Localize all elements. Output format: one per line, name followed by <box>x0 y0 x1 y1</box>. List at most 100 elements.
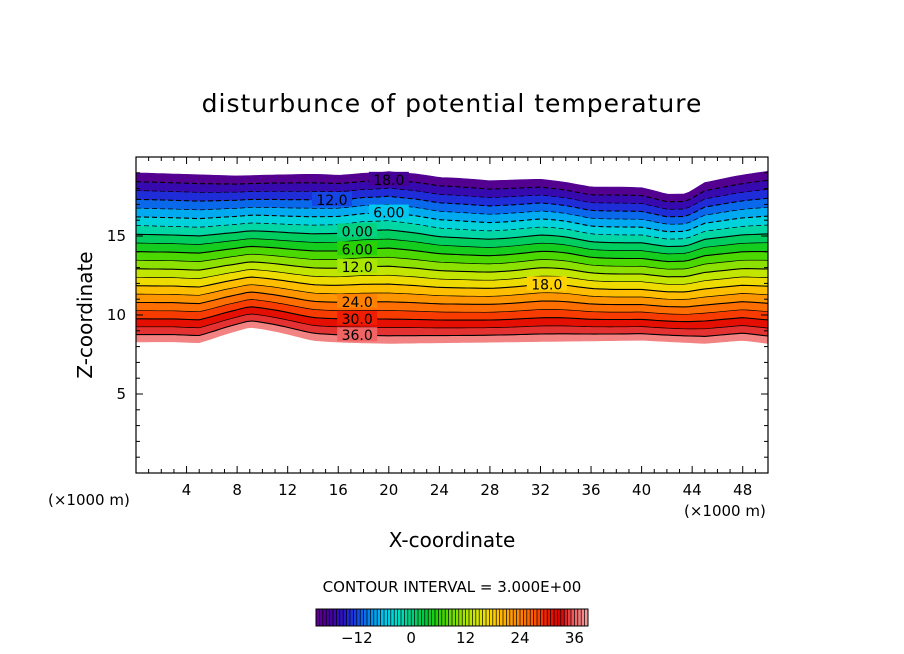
colorbar-tick-label: 36 <box>565 629 584 647</box>
colorbar-segment <box>373 609 378 626</box>
colorbar-segment <box>523 609 528 626</box>
colorbar-segment <box>360 609 365 626</box>
colorbar-segment <box>448 609 453 626</box>
contour-label-bg <box>337 241 378 256</box>
contour-label: 18.0 <box>531 277 562 293</box>
colorbar-segment <box>346 609 351 626</box>
colorbar-segment <box>424 609 429 626</box>
contour-line <box>136 261 768 278</box>
contour-line <box>136 313 768 330</box>
colorbar-segment <box>411 609 416 626</box>
contour-label-bg <box>337 223 378 238</box>
x-tick-labels: 4 8 12 16 20 24 28 32 36 40 44 48 <box>182 481 752 499</box>
colorbar-segment <box>550 609 555 626</box>
x-tick-label: 8 <box>232 481 242 499</box>
colorbar-segment <box>414 609 419 626</box>
y-tick-labels: 5 10 15 <box>107 227 126 403</box>
contour-line <box>136 195 768 218</box>
x-tick-label: 20 <box>379 481 398 499</box>
x-tick-label: 16 <box>329 481 348 499</box>
colorbar-segment <box>418 609 422 626</box>
colorbar-segment <box>482 609 487 626</box>
x-tick-label: 32 <box>531 481 550 499</box>
colorbar-tick-label: 12 <box>456 629 475 647</box>
contour-field <box>136 170 768 344</box>
colorbar-segment <box>350 609 354 626</box>
colorbar-segment <box>574 609 579 626</box>
contour-line <box>136 220 768 240</box>
colorbar-segment <box>472 609 477 626</box>
x-unit-right: (×1000 m) <box>684 502 766 520</box>
contour-line <box>136 229 768 248</box>
contour-line <box>136 204 768 225</box>
colorbar-segment <box>435 609 439 626</box>
colorbar-segment <box>560 609 565 626</box>
contour-label: 36.0 <box>342 328 373 344</box>
colorbar-segment <box>537 609 541 626</box>
x-tick-label: 40 <box>632 481 651 499</box>
contour-line <box>136 212 768 233</box>
contour-label-bg <box>337 310 378 325</box>
colorbar-tick-label: −12 <box>341 629 373 647</box>
x-axis-label: X-coordinate <box>389 528 516 552</box>
colorbar-segment <box>547 609 552 626</box>
contour-label-bg <box>526 276 567 291</box>
colorbar-segment <box>520 609 524 626</box>
y-axis-label: Z-coordinate <box>73 251 97 378</box>
colorbar-segment <box>513 609 518 626</box>
colorbar-segment <box>492 609 497 626</box>
colorbar-segment <box>540 609 545 626</box>
contour-label: 24.0 <box>342 295 373 311</box>
y-tick-label: 10 <box>107 306 126 324</box>
colorbar-tick-label: 24 <box>510 629 529 647</box>
colorbar-segment <box>465 609 470 626</box>
colorbar-segment <box>554 609 558 626</box>
contour-line <box>136 269 768 285</box>
colorbar-segment <box>339 609 344 626</box>
colorbar-segment <box>567 609 572 626</box>
colorbar-segment <box>516 609 521 626</box>
colorbar-segment <box>397 609 402 626</box>
colorbar-segment <box>316 609 320 626</box>
contour-label-bg <box>311 191 352 206</box>
colorbar-segment <box>564 609 569 626</box>
colorbar-segment <box>401 609 405 626</box>
x-tick-label: 44 <box>683 481 702 499</box>
contour-line <box>136 245 768 263</box>
colorbar-segment <box>475 609 480 626</box>
contour-line <box>136 276 768 293</box>
y-tick-label: 15 <box>107 227 126 245</box>
colorbar-segment <box>584 609 589 626</box>
colorbar-segment <box>581 609 586 626</box>
colorbar-segment <box>384 609 388 626</box>
x-tick-label: 24 <box>430 481 449 499</box>
colorbar-segment <box>326 609 331 626</box>
contour-label-bg <box>337 259 378 274</box>
colorbar-segment <box>441 609 446 626</box>
colorbar-segment <box>458 609 463 626</box>
colorbar-segment <box>370 609 375 626</box>
x-tick-label: 28 <box>480 481 499 499</box>
colorbar-segment <box>421 609 426 626</box>
contour-line <box>136 284 768 300</box>
contour-line <box>136 320 768 337</box>
colorbar-segment <box>431 609 436 626</box>
colorbar-segment <box>404 609 409 626</box>
colorbar-segment <box>452 609 456 626</box>
colorbar-segment <box>506 609 511 626</box>
colorbar-segment <box>479 609 484 626</box>
colorbar-segment <box>322 609 327 626</box>
colorbar-segment <box>533 609 538 626</box>
colorbar-segment <box>390 609 395 626</box>
contour-label: 18.0 <box>373 173 404 189</box>
colorbar-segment <box>509 609 514 626</box>
contour-line <box>136 187 768 210</box>
contour-line <box>136 291 768 308</box>
colorbar-segment <box>577 609 582 626</box>
contour-label: 12.0 <box>316 193 347 209</box>
colorbar-segment <box>503 609 507 626</box>
colorbar <box>315 608 589 627</box>
colorbar-segment <box>394 609 399 626</box>
x-tick-label: 12 <box>278 481 297 499</box>
colorbar-segment <box>438 609 443 626</box>
